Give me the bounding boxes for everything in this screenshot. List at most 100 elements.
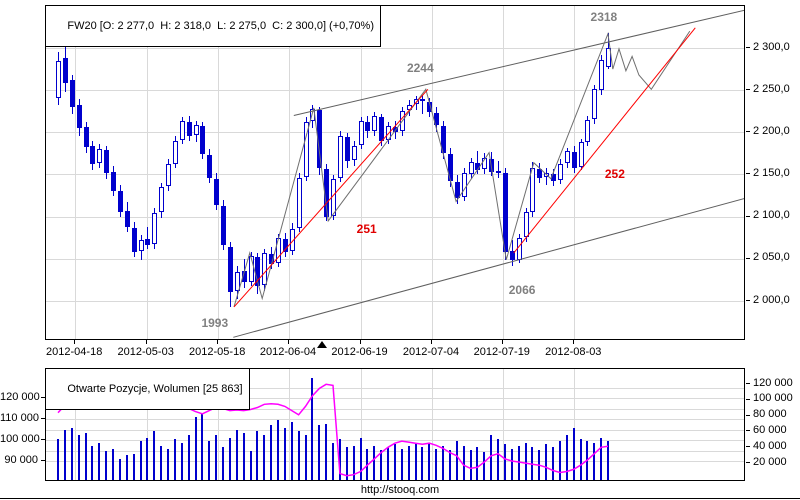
price-tick-label: 2 250,0 — [753, 82, 790, 95]
oi-tick-mark — [41, 460, 45, 461]
volume-bar — [408, 445, 410, 480]
candle-body — [90, 145, 95, 165]
candle-body — [324, 169, 329, 217]
volume-bar — [373, 445, 375, 480]
candle-body — [565, 150, 570, 163]
candle-body — [276, 237, 281, 263]
volume-bar — [195, 417, 197, 480]
candle-body — [207, 155, 212, 178]
footer-divider-line — [0, 498, 800, 499]
volume-bar — [380, 450, 382, 480]
chart-line — [513, 27, 696, 254]
candle-body — [510, 251, 515, 261]
vol-tick-label: 60 000 — [753, 423, 787, 436]
volume-bar — [236, 429, 238, 480]
volume-bar — [593, 443, 595, 480]
vol-tick-mark — [746, 446, 750, 447]
volume-bar — [531, 447, 533, 480]
volume-bar — [298, 431, 300, 480]
price-tick-mark — [746, 89, 750, 90]
gridline-v — [361, 6, 362, 339]
volume-bar — [360, 437, 362, 480]
price-tick-mark — [746, 47, 750, 48]
volume-bar — [284, 427, 286, 480]
gridline-h — [46, 430, 744, 431]
candle-body — [462, 172, 467, 198]
candle-body — [544, 172, 549, 177]
volume-bar — [394, 444, 396, 480]
vol-tick-mark — [746, 415, 750, 416]
candle-body — [125, 210, 130, 227]
volume-panel: Otwarte Pozycje, Wolumen [25 863] — [45, 368, 745, 481]
candle-body — [489, 158, 494, 172]
vol-tick-mark — [746, 462, 750, 463]
volume-bar — [366, 448, 368, 480]
candle-body — [283, 238, 288, 253]
annotation-2318: 2318 — [590, 9, 618, 24]
candle-body — [63, 58, 68, 84]
candle-body — [469, 161, 474, 174]
volume-bar — [167, 448, 169, 480]
gridline-v — [289, 369, 290, 480]
volume-bar — [85, 433, 87, 480]
volume-bar — [119, 459, 121, 480]
date-tick-mark — [502, 340, 503, 344]
volume-bar — [311, 377, 313, 480]
volume-bar — [64, 429, 66, 480]
volume-bar — [126, 455, 128, 480]
candle-body — [585, 119, 590, 142]
volume-bar — [504, 444, 506, 480]
volume-bar — [57, 439, 59, 480]
volume-bar — [332, 443, 334, 480]
gridline-h — [46, 301, 744, 302]
price-chart-title-box: FW20 [O: 2 277,0 H: 2 318,0 L: 2 275,0 C… — [46, 6, 381, 47]
candle-body — [599, 59, 604, 91]
candle-body — [159, 187, 164, 213]
volume-bar — [71, 427, 73, 480]
candle-body — [572, 151, 577, 168]
candle-body — [372, 116, 377, 131]
candle-body — [70, 80, 75, 107]
price-tick-label: 2 000,0 — [753, 293, 790, 306]
volume-bar — [525, 442, 527, 480]
volume-bar — [538, 450, 540, 480]
volume-bar — [243, 433, 245, 480]
annotation-252: 252 — [604, 166, 625, 181]
date-tick-label: 2012-05-18 — [189, 346, 246, 358]
volume-bar — [146, 437, 148, 480]
date-tick-mark — [288, 340, 289, 344]
oi-tick-label: 110 000 — [0, 411, 39, 424]
volume-bar — [518, 445, 520, 480]
candle-body — [262, 252, 267, 285]
candle-body — [304, 122, 309, 177]
gridline-v — [574, 6, 575, 339]
expiry-triangle-marker — [316, 341, 327, 348]
candle-body — [558, 163, 563, 181]
annotation-251: 251 — [356, 222, 377, 237]
volume-panel-title-box: Otwarte Pozycje, Wolumen [25 863] — [46, 369, 250, 410]
volume-bar — [325, 423, 327, 480]
vol-tick-label: 20 000 — [753, 455, 787, 468]
volume-bar — [153, 431, 155, 480]
candle-body — [524, 212, 529, 237]
candle-body — [365, 122, 370, 132]
price-chart-panel: 2318 2244 1993 2066 251 252 FW20 [O: 2 277,0 … — [45, 5, 745, 340]
volume-bar — [181, 443, 183, 480]
volume-bar — [545, 444, 547, 480]
gridline-v — [218, 6, 219, 339]
volume-bar — [470, 450, 472, 480]
volume-bar — [78, 435, 80, 480]
stooq-url-link[interactable]: http://stooq.com — [360, 484, 440, 496]
vol-tick-label: 80 000 — [753, 408, 787, 421]
date-tick-label: 2012-05-03 — [117, 346, 174, 358]
date-tick-label: 2012-06-19 — [331, 346, 388, 358]
candle-body — [132, 227, 137, 253]
candle-body — [482, 157, 487, 170]
volume-bar — [256, 431, 258, 480]
volume-bar — [511, 448, 513, 480]
price-chart-title: FW20 [O: 2 277,0 H: 2 318,0 L: 2 275,0 C… — [67, 20, 374, 32]
candle-body — [77, 105, 82, 129]
candle-body — [427, 102, 432, 113]
candle-body — [352, 145, 357, 161]
